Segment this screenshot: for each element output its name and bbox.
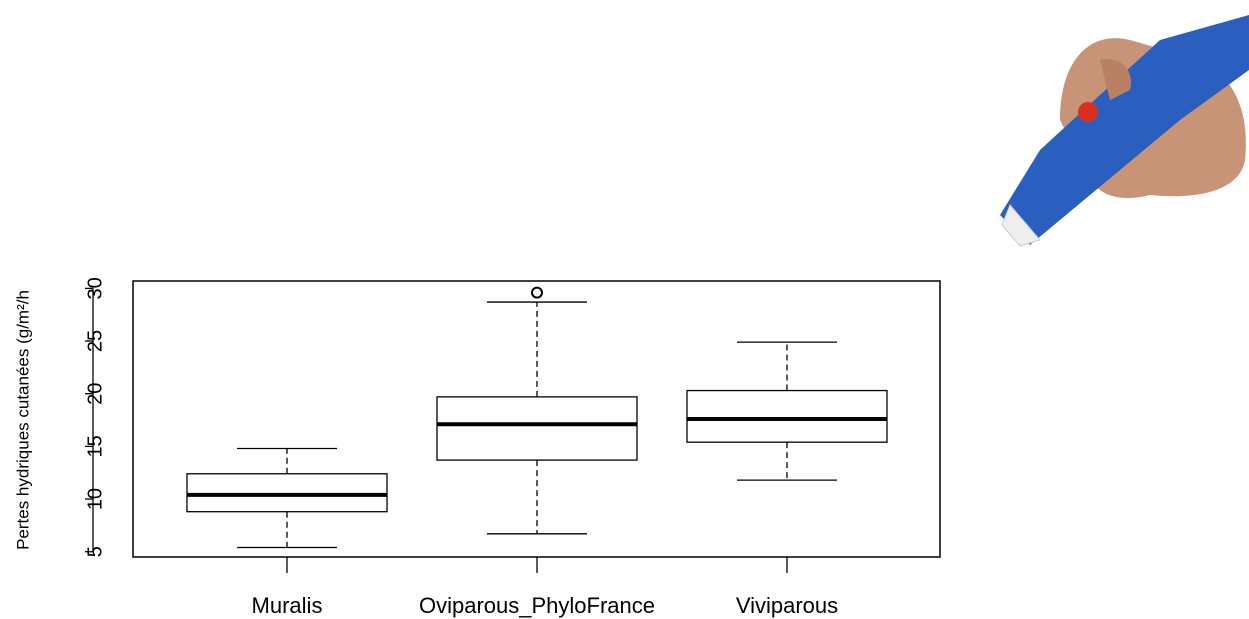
x-tick-label: Muralis: [252, 593, 323, 618]
box: [186, 473, 388, 513]
x-tick-label: Oviparous_PhyloFrance: [419, 593, 655, 618]
device-photo: [1000, 15, 1249, 247]
outlier: [531, 286, 543, 299]
y-tick-label: 15: [84, 435, 106, 457]
y-tick-label: 5: [84, 546, 106, 557]
y-tick-label: 25: [84, 330, 106, 352]
y-tick-label: 30: [84, 277, 106, 299]
x-tick-label: Viviparous: [736, 593, 838, 618]
box: [686, 389, 888, 443]
y-tick-label: 10: [84, 488, 106, 510]
y-axis-label: Pertes hydriques cutanées (g/m²/h: [13, 290, 32, 550]
y-tick-label: 20: [84, 383, 106, 405]
box: [436, 396, 638, 461]
